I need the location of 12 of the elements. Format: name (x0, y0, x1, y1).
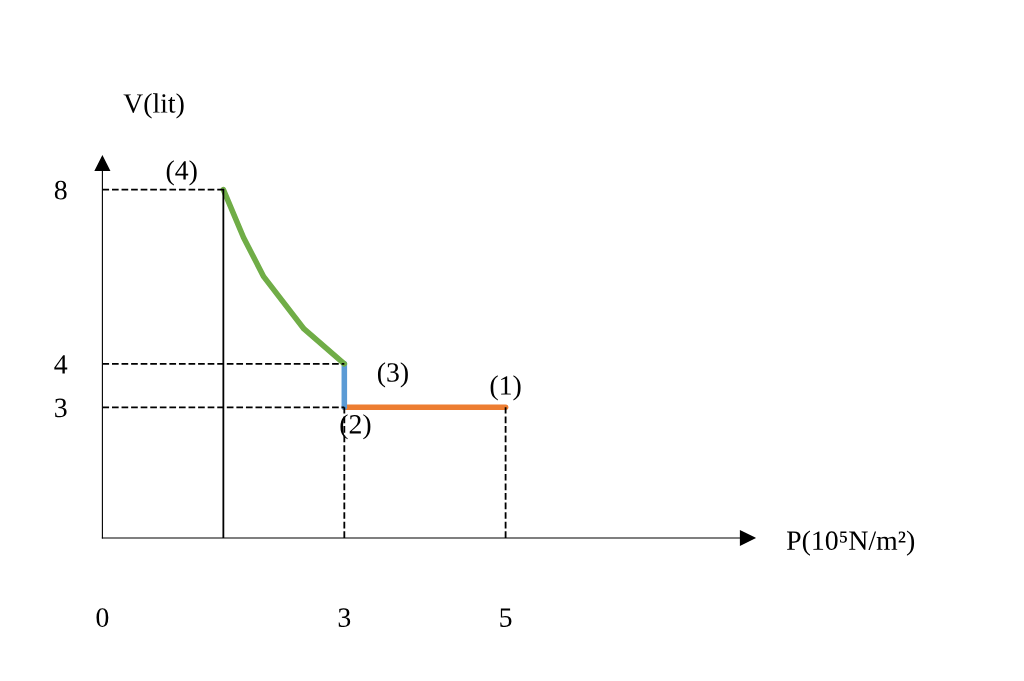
annotation: (3) (377, 362, 408, 388)
y-tick-label: 4 (54, 355, 68, 374)
y-tick-label: 8 (54, 180, 67, 200)
y-tick-label: 3 (55, 398, 67, 418)
annotation: (2) (340, 414, 371, 440)
x-tick-label: 3 (338, 608, 351, 627)
x-tick-label: 0 (96, 608, 109, 627)
x-axis-title: P(10⁵N/m²) (786, 530, 915, 556)
annotation: (1) (490, 375, 521, 401)
annotation: (4) (166, 160, 197, 186)
y-axis-title: V(lit) (123, 93, 184, 119)
x-tick-label: 5 (500, 608, 512, 627)
